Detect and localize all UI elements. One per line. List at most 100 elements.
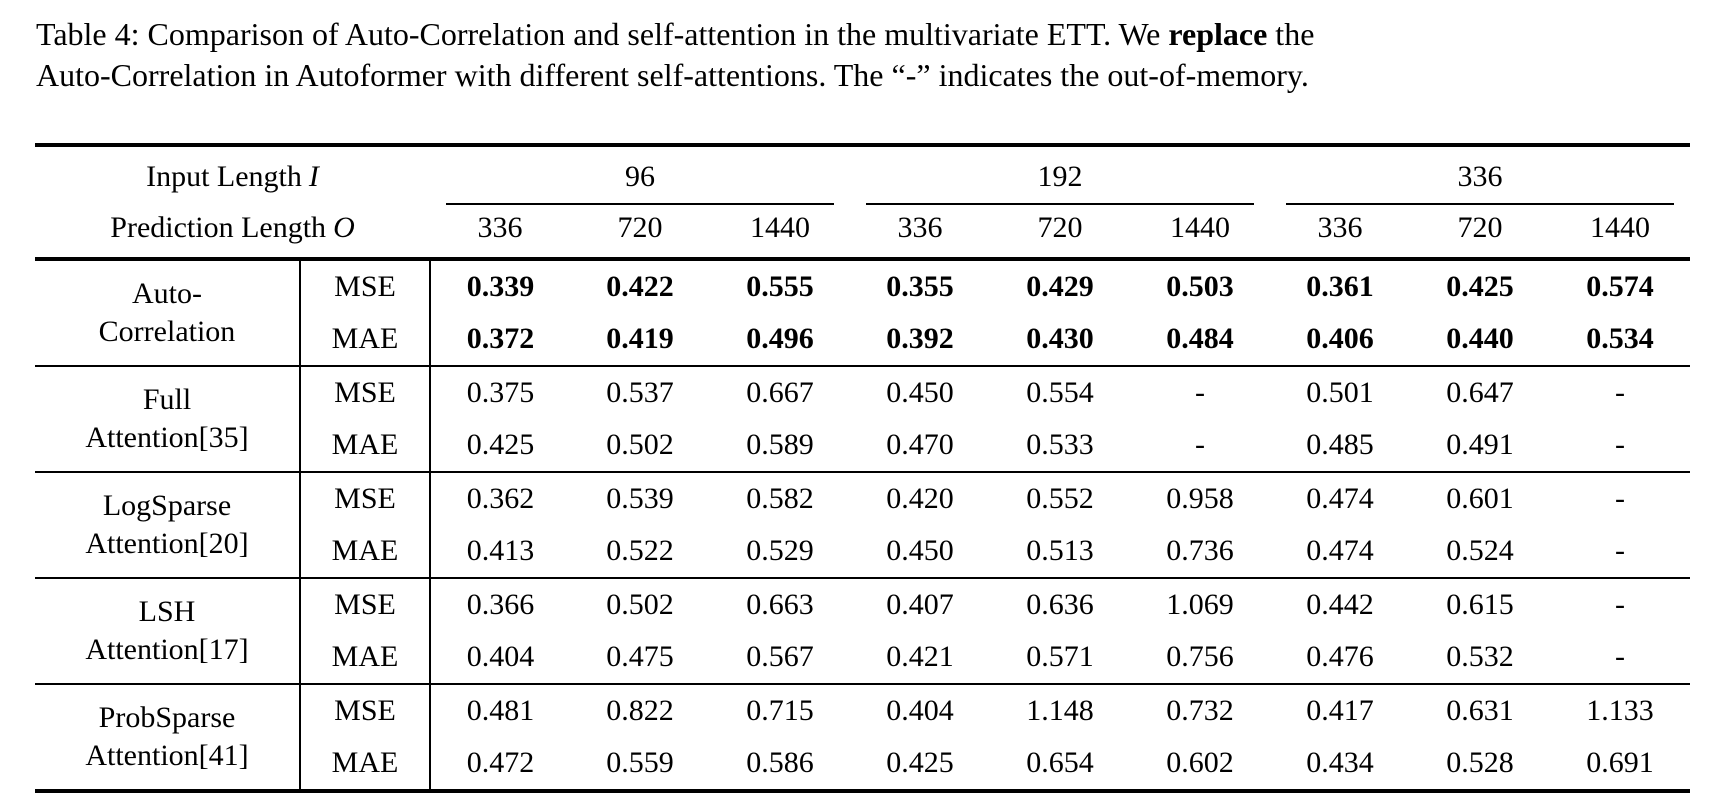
value-cell: 0.474 xyxy=(1306,534,1374,567)
method-name: ProbSparse Attention[41] xyxy=(35,683,300,791)
prediction-col-header: 1440 xyxy=(1170,211,1230,244)
method-name: LSH Attention[17] xyxy=(35,577,300,684)
prediction-col-header: 1440 xyxy=(750,211,810,244)
value-cell: 0.476 xyxy=(1306,640,1374,673)
table-row-probsparse-attention-mse: ProbSparse Attention[41] MSE 0.481 0.822… xyxy=(35,683,1690,791)
input-length-group-336: 336 xyxy=(1457,160,1503,193)
method-line2: Correlation xyxy=(98,315,236,348)
value-cell: 0.339 xyxy=(429,257,570,313)
input-length-group-192: 192 xyxy=(1037,160,1083,193)
value-cell: 0.667 xyxy=(710,365,850,419)
value-cell: 0.420 xyxy=(850,471,990,525)
value-cell: 0.586 xyxy=(746,746,814,779)
prediction-col-header: 720 xyxy=(1457,211,1503,244)
value-cell: 0.406 xyxy=(1306,322,1374,355)
value-cell: 0.539 xyxy=(570,471,710,525)
value-cell: 0.355 xyxy=(850,257,990,313)
value-cell: 0.407 xyxy=(850,577,990,631)
cmidrule-cell xyxy=(430,199,850,208)
value-cell: 0.430 xyxy=(1026,322,1094,355)
caption-bold-word: replace xyxy=(1168,16,1268,52)
caption-text-pre: Table 4: Comparison of Auto-Correlation … xyxy=(36,16,1169,52)
value-cell: 0.555 xyxy=(710,257,850,313)
value-cell: 0.822 xyxy=(570,683,710,737)
table-row-autocorrelation-mse: Auto- Correlation MSE 0.339 0.422 0.555 … xyxy=(35,257,1690,366)
value-cell: 0.496 xyxy=(746,322,814,355)
table-row-full-attention-mae: MAE 0.425 0.502 0.589 0.470 0.533 - 0.48… xyxy=(35,419,1690,472)
caption-text-post: the xyxy=(1267,16,1315,52)
value-cell: - xyxy=(1615,428,1625,461)
value-cell: 0.440 xyxy=(1446,322,1514,355)
metric-label: MSE xyxy=(299,683,430,737)
value-cell: - xyxy=(1550,577,1690,631)
value-cell: 0.663 xyxy=(710,577,850,631)
prediction-length-variable: O xyxy=(333,211,355,244)
method-line1: ProbSparse xyxy=(98,701,236,734)
metric-label: MAE xyxy=(299,525,430,578)
value-cell: 0.524 xyxy=(1446,534,1514,567)
method-name: LogSparse Attention[20] xyxy=(35,471,300,578)
method-line2: Attention[17] xyxy=(85,633,249,666)
method-line2: Attention[35] xyxy=(85,421,249,454)
value-cell: 0.425 xyxy=(1410,257,1550,313)
value-cell: 0.474 xyxy=(1270,471,1410,525)
value-cell: 0.691 xyxy=(1586,746,1654,779)
value-cell: 0.422 xyxy=(570,257,710,313)
prediction-col-header: 336 xyxy=(1317,211,1363,244)
value-cell: 0.484 xyxy=(1166,322,1234,355)
metric-label: MSE xyxy=(299,471,430,525)
value-cell: - xyxy=(1130,365,1270,419)
table-row-probsparse-attention-mae: MAE 0.472 0.559 0.586 0.425 0.654 0.602 … xyxy=(35,737,1690,791)
cmidrule xyxy=(446,202,834,205)
value-cell: 0.502 xyxy=(606,428,674,461)
value-cell: - xyxy=(1550,471,1690,525)
value-cell: 0.419 xyxy=(606,322,674,355)
prediction-col-header: 336 xyxy=(897,211,943,244)
value-cell: 0.362 xyxy=(429,471,570,525)
metric-label: MSE xyxy=(299,257,430,313)
input-length-label: Input Length xyxy=(146,160,302,193)
metric-label: MAE xyxy=(299,419,430,472)
input-length-variable: I xyxy=(308,160,319,193)
value-cell: 0.532 xyxy=(1446,640,1514,673)
value-cell: 0.715 xyxy=(710,683,850,737)
value-cell: - xyxy=(1550,365,1690,419)
value-cell: 0.475 xyxy=(606,640,674,673)
metric-label: MSE xyxy=(299,365,430,419)
value-cell: 0.567 xyxy=(746,640,814,673)
value-cell: 0.615 xyxy=(1410,577,1550,631)
prediction-col-header: 336 xyxy=(477,211,523,244)
prediction-length-header: Prediction Length O xyxy=(35,208,430,259)
value-cell: - xyxy=(1615,534,1625,567)
method-line1: LSH xyxy=(138,595,196,628)
value-cell: 0.554 xyxy=(990,365,1130,419)
metric-label: MAE xyxy=(299,313,430,366)
input-length-row: Input Length I 96 192 336 xyxy=(35,145,1690,199)
value-cell: 0.601 xyxy=(1410,471,1550,525)
value-cell: 0.413 xyxy=(429,525,570,578)
value-cell: 0.559 xyxy=(606,746,674,779)
prediction-length-row: Prediction Length O 336 720 1440 336 720 … xyxy=(35,208,1690,259)
value-cell: 0.491 xyxy=(1446,428,1514,461)
value-cell: 0.404 xyxy=(850,683,990,737)
value-cell: 0.533 xyxy=(1026,428,1094,461)
value-cell: 0.513 xyxy=(1026,534,1094,567)
value-cell: 0.429 xyxy=(990,257,1130,313)
method-name: Auto- Correlation xyxy=(35,257,300,366)
value-cell: 0.392 xyxy=(886,322,954,355)
value-cell: 0.425 xyxy=(429,419,570,472)
method-line1: Auto- xyxy=(132,277,202,310)
value-cell: 0.450 xyxy=(886,534,954,567)
value-cell: 0.450 xyxy=(850,365,990,419)
value-cell: - xyxy=(1195,428,1205,461)
value-cell: 0.481 xyxy=(429,683,570,737)
value-cell: 0.503 xyxy=(1130,257,1270,313)
method-name: Full Attention[35] xyxy=(35,365,300,472)
cmidrule-row xyxy=(35,199,1690,208)
table-row-lsh-attention-mae: MAE 0.404 0.475 0.567 0.421 0.571 0.756 … xyxy=(35,631,1690,684)
value-cell: 0.421 xyxy=(886,640,954,673)
value-cell: 0.552 xyxy=(990,471,1130,525)
caption-line2: Auto-Correlation in Autoformer with diff… xyxy=(36,57,1309,93)
value-cell: 0.589 xyxy=(746,428,814,461)
